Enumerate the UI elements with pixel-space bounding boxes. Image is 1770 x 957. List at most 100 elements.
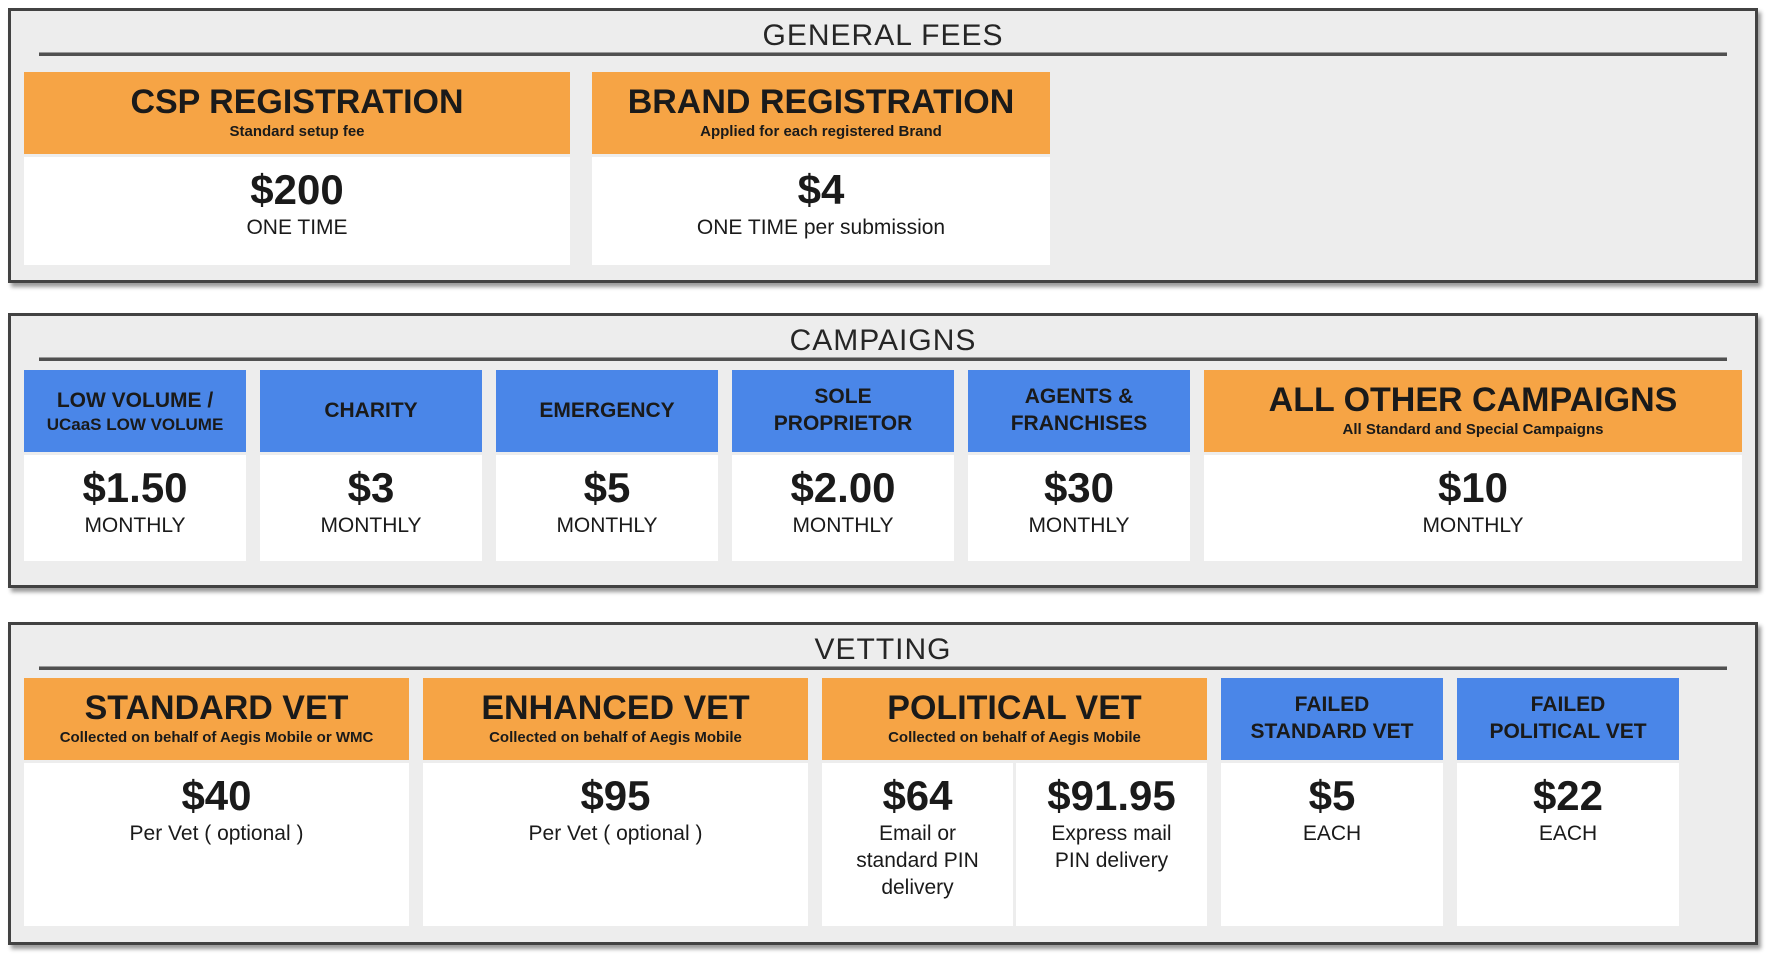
card-subtitle: Applied for each registered Brand <box>700 123 942 141</box>
card-header: POLITICAL VET Collected on behalf of Aeg… <box>822 678 1207 760</box>
card-subtitle: Collected on behalf of Aegis Mobile <box>489 729 742 747</box>
card-title: FAILED POLITICAL VET <box>1489 693 1647 743</box>
card-header: LOW VOLUME / UCaaS LOW VOLUME <box>24 370 246 452</box>
price-amount: $95 <box>580 772 651 819</box>
price-term: EACH <box>1302 822 1362 846</box>
card-title: ALL OTHER CAMPAIGNS <box>1268 381 1678 420</box>
card-body: $5 MONTHLY <box>496 455 718 561</box>
card-header: CSP REGISTRATION Standard setup fee <box>24 72 570 154</box>
price-amount: $64 <box>882 772 953 819</box>
card-header: BRAND REGISTRATION Applied for each regi… <box>592 72 1050 154</box>
card-title: BRAND REGISTRATION <box>627 83 1015 122</box>
card-subtitle: Collected on behalf of Aegis Mobile <box>888 729 1141 747</box>
card-emergency: EMERGENCY $5 MONTHLY <box>496 370 718 561</box>
card-body: $40 Per Vet ( optional ) <box>24 763 409 926</box>
price-term: MONTHLY <box>1028 514 1130 538</box>
card-title: FAILED STANDARD VET <box>1250 693 1414 743</box>
price-column: $91.95 Express mail PIN delivery <box>1016 763 1207 926</box>
card-body: $3 MONTHLY <box>260 455 482 561</box>
card-title: CHARITY <box>324 398 418 422</box>
card-body: $2.00 MONTHLY <box>732 455 954 561</box>
section-title: VETTING <box>814 633 952 666</box>
section-title: GENERAL FEES <box>762 19 1004 52</box>
card-header: SOLE PROPRIETOR <box>732 370 954 452</box>
card-title: LOW VOLUME / <box>56 388 214 412</box>
card-body: $1.50 MONTHLY <box>24 455 246 561</box>
price-amount: $5 <box>1308 772 1356 819</box>
price-term: Express mail PIN delivery <box>1051 822 1172 872</box>
card-charity: CHARITY $3 MONTHLY <box>260 370 482 561</box>
price-term: MONTHLY <box>84 514 186 538</box>
price-term: Email or standard PIN delivery <box>856 822 979 899</box>
price-term: Per Vet ( optional ) <box>528 822 703 846</box>
price-term: MONTHLY <box>320 514 422 538</box>
card-agents-franchises: AGENTS & FRANCHISES $30 MONTHLY <box>968 370 1190 561</box>
price-amount: $4 <box>797 166 845 213</box>
card-body: $95 Per Vet ( optional ) <box>423 763 808 926</box>
price-amount: $3 <box>347 464 395 511</box>
price-term: MONTHLY <box>1422 514 1524 538</box>
price-term: ONE TIME per submission <box>696 216 946 240</box>
price-amount: $40 <box>181 772 252 819</box>
price-amount: $5 <box>583 464 631 511</box>
price-amount: $22 <box>1532 772 1604 819</box>
cards-row: CSP REGISTRATION Standard setup fee $200… <box>24 72 1742 265</box>
card-title: ENHANCED VET <box>481 689 750 728</box>
cards-row: STANDARD VET Collected on behalf of Aegi… <box>24 678 1742 926</box>
card-header: AGENTS & FRANCHISES <box>968 370 1190 452</box>
card-political-vet: POLITICAL VET Collected on behalf of Aeg… <box>822 678 1207 926</box>
price-term: MONTHLY <box>792 514 894 538</box>
card-subtitle: Standard setup fee <box>229 123 365 141</box>
card-subtitle: All Standard and Special Campaigns <box>1342 421 1604 439</box>
card-header: ENHANCED VET Collected on behalf of Aegi… <box>423 678 808 760</box>
section-campaigns: CAMPAIGNS LOW VOLUME / UCaaS LOW VOLUME … <box>8 313 1758 588</box>
card-title: EMERGENCY <box>539 398 675 422</box>
card-body: $200 ONE TIME <box>24 157 570 265</box>
card-title-small: UCaaS LOW VOLUME <box>46 414 224 434</box>
price-amount: $30 <box>1043 464 1115 511</box>
price-term: ONE TIME <box>246 216 348 240</box>
card-body: $10 MONTHLY <box>1204 455 1742 561</box>
card-low-volume: LOW VOLUME / UCaaS LOW VOLUME $1.50 MONT… <box>24 370 246 561</box>
price-term: MONTHLY <box>556 514 658 538</box>
card-failed-political-vet: FAILED POLITICAL VET $22 EACH <box>1457 678 1679 926</box>
card-standard-vet: STANDARD VET Collected on behalf of Aegi… <box>24 678 409 926</box>
card-title: CSP REGISTRATION <box>130 83 464 122</box>
section-divider <box>39 357 1727 361</box>
card-header: ALL OTHER CAMPAIGNS All Standard and Spe… <box>1204 370 1742 452</box>
card-all-other-campaigns: ALL OTHER CAMPAIGNS All Standard and Spe… <box>1204 370 1742 561</box>
section-vetting: VETTING STANDARD VET Collected on behalf… <box>8 622 1758 945</box>
card-body: $30 MONTHLY <box>968 455 1190 561</box>
card-subtitle: Collected on behalf of Aegis Mobile or W… <box>59 729 374 747</box>
price-term: Per Vet ( optional ) <box>129 822 304 846</box>
section-title: CAMPAIGNS <box>789 324 977 357</box>
card-header: EMERGENCY <box>496 370 718 452</box>
section-divider <box>39 52 1727 56</box>
cards-row: LOW VOLUME / UCaaS LOW VOLUME $1.50 MONT… <box>24 370 1742 561</box>
price-amount: $91.95 <box>1047 772 1176 819</box>
price-amount: $200 <box>250 166 344 213</box>
price-amount: $2.00 <box>790 464 896 511</box>
card-body: $5 EACH <box>1221 763 1443 926</box>
price-amount: $10 <box>1437 464 1509 511</box>
price-amount: $1.50 <box>82 464 188 511</box>
card-enhanced-vet: ENHANCED VET Collected on behalf of Aegi… <box>423 678 808 926</box>
card-sole-proprietor: SOLE PROPRIETOR $2.00 MONTHLY <box>732 370 954 561</box>
section-general-fees: GENERAL FEES CSP REGISTRATION Standard s… <box>8 8 1758 283</box>
card-header: STANDARD VET Collected on behalf of Aegi… <box>24 678 409 760</box>
card-body: $64 Email or standard PIN delivery $91.9… <box>822 763 1207 926</box>
card-brand-registration: BRAND REGISTRATION Applied for each regi… <box>592 72 1050 265</box>
card-title: SOLE PROPRIETOR <box>773 385 913 435</box>
card-header: FAILED POLITICAL VET <box>1457 678 1679 760</box>
card-body: $22 EACH <box>1457 763 1679 926</box>
card-title: POLITICAL VET <box>887 689 1142 728</box>
price-column: $64 Email or standard PIN delivery <box>822 763 1013 926</box>
card-title: STANDARD VET <box>84 689 349 728</box>
card-header: CHARITY <box>260 370 482 452</box>
price-term: EACH <box>1538 822 1598 846</box>
section-divider <box>39 666 1727 670</box>
card-failed-standard-vet: FAILED STANDARD VET $5 EACH <box>1221 678 1443 926</box>
card-body: $4 ONE TIME per submission <box>592 157 1050 265</box>
card-csp-registration: CSP REGISTRATION Standard setup fee $200… <box>24 72 570 265</box>
card-title: AGENTS & FRANCHISES <box>1010 385 1148 435</box>
